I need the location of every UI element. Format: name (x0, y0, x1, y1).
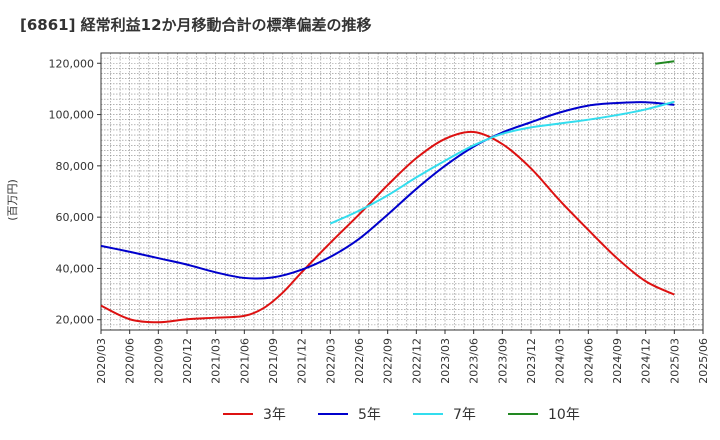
plot-area: 20,000 40,000 60,000 80,000 100,000 120,000 20… (49, 52, 710, 384)
x-tick-label: 2021/09 (267, 338, 280, 384)
chart-title: [6861] 経常利益12か月移動合計の標準偏差の推移 (20, 16, 372, 34)
y-tick-label: 120,000 (49, 57, 95, 70)
x-tick-label: 2024/09 (611, 338, 624, 384)
x-tick-label: 2023/09 (496, 338, 509, 384)
x-tick-label: 2023/12 (525, 338, 538, 384)
y-tick-label: 40,000 (56, 262, 95, 275)
x-tick-label: 2022/09 (382, 338, 395, 384)
x-tick-label: 2023/06 (468, 338, 481, 384)
x-tick-label: 2020/12 (181, 338, 194, 384)
legend-label-1: 3年 (263, 407, 286, 423)
y-axis-label: (百万円) (6, 179, 19, 221)
y-tick-label: 60,000 (56, 211, 95, 224)
series-line-2 (100, 101, 675, 280)
x-tick-label: 2023/03 (439, 338, 452, 384)
x-tick-label: 2021/06 (238, 338, 251, 384)
x-tick-label: 2022/03 (324, 338, 337, 384)
x-tick-label: 2025/03 (668, 338, 681, 384)
legend-label-3: 7年 (453, 407, 476, 423)
series-line-3 (329, 100, 675, 225)
x-tick-label: 2024/03 (554, 338, 567, 384)
x-tick-label: 2020/03 (95, 338, 108, 384)
x-tick-label: 2021/03 (210, 338, 223, 384)
legend-label-4: 10年 (548, 407, 580, 423)
series-line-4 (655, 60, 675, 65)
y-tick-label: 100,000 (49, 109, 95, 122)
x-tick-label: 2022/06 (353, 338, 366, 384)
x-tick-label: 2024/12 (640, 338, 653, 384)
plot-frame (100, 52, 704, 331)
y-tick-label: 80,000 (56, 160, 95, 173)
series-line-1 (100, 130, 675, 324)
x-tick-label: 2021/12 (296, 338, 309, 384)
legend-label-2: 5年 (358, 407, 381, 423)
y-tick-label: 20,000 (56, 314, 95, 327)
x-tick-label: 2024/06 (582, 338, 595, 384)
x-tick-label: 2020/09 (152, 338, 165, 384)
x-tick-label: 2025/06 (697, 338, 710, 384)
x-tick-label: 2020/06 (124, 338, 137, 384)
x-tick-label: 2022/12 (410, 338, 423, 384)
legend: 3年 5年 7年 10年 (223, 407, 580, 423)
